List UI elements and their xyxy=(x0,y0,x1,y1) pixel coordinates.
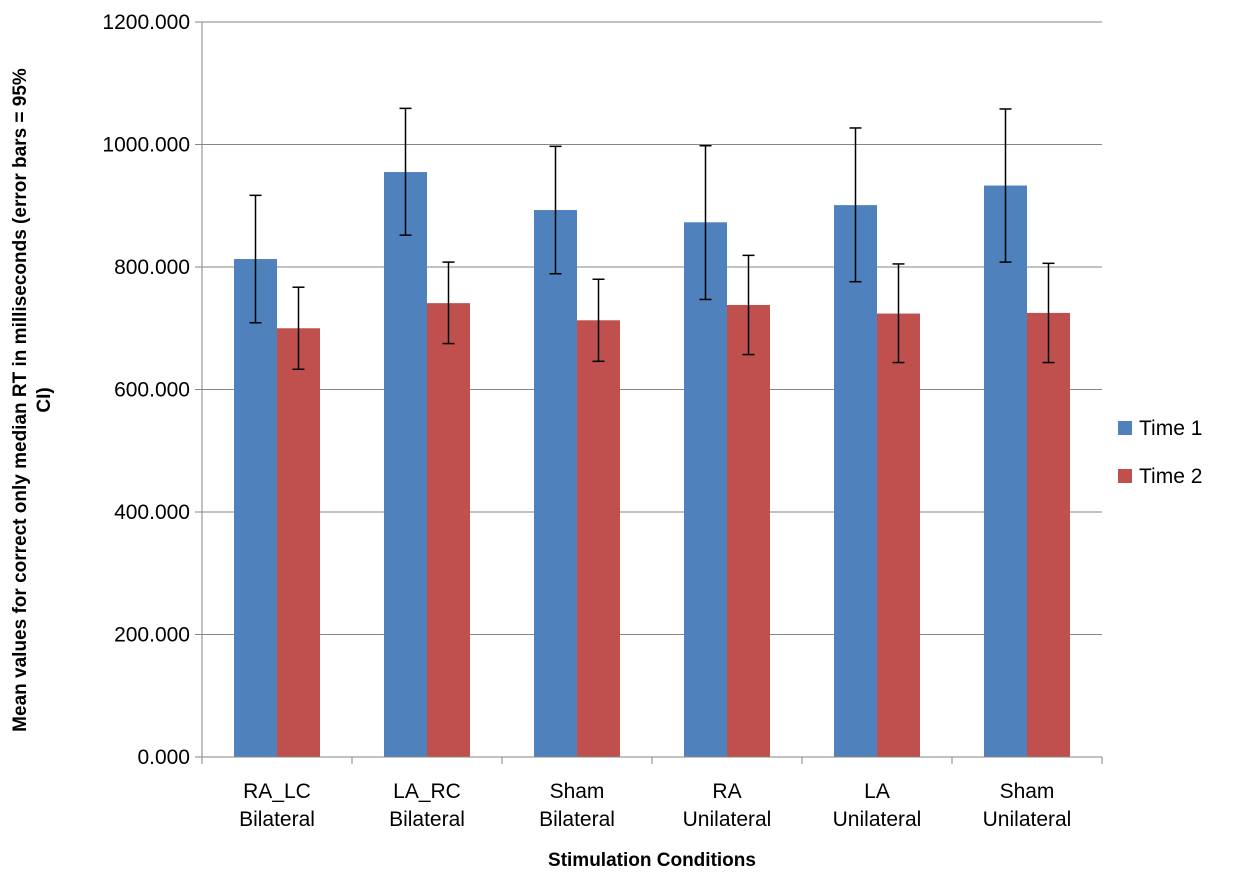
x-category-label-line: LA_RC xyxy=(393,780,461,803)
x-category-label: RA Unilateral xyxy=(683,780,772,831)
legend-swatch xyxy=(1118,469,1132,483)
x-category-label-line: Unilateral xyxy=(833,808,922,831)
y-axis-title: Mean values for correct only median RT i… xyxy=(10,68,55,732)
x-axis-title: Stimulation Conditions xyxy=(548,850,756,871)
bar xyxy=(984,185,1027,758)
y-tick-label: 200.000 xyxy=(114,624,190,647)
y-axis-title-line: Mean values for correct only median RT i… xyxy=(10,68,31,732)
x-category-label-line: RA xyxy=(712,780,741,803)
x-category-label-line: Bilateral xyxy=(239,808,315,831)
y-tick-label: 800.000 xyxy=(114,256,190,279)
bar xyxy=(834,205,877,757)
legend-label: Time 1 xyxy=(1139,417,1202,440)
bar xyxy=(684,222,727,758)
axes xyxy=(195,21,1103,764)
y-tick-label: 1000.000 xyxy=(102,134,190,157)
bar xyxy=(427,303,470,757)
bar xyxy=(277,328,320,757)
x-category-label-line: Unilateral xyxy=(983,808,1072,831)
x-category-label-line: Bilateral xyxy=(539,808,615,831)
x-category-label-line: Sham xyxy=(1000,780,1055,803)
x-category-label-line: LA xyxy=(864,780,890,803)
x-category-label-line: RA_LC xyxy=(243,780,311,803)
x-category-label: Sham Unilateral xyxy=(983,780,1072,831)
bar xyxy=(384,172,427,757)
y-tick-label: 1200.000 xyxy=(102,11,190,34)
x-category-label-line: Bilateral xyxy=(389,808,465,831)
y-tick-labels: 0.000 200.000 400.000 600.000 800.000 1000.00… xyxy=(102,11,190,769)
y-axis-title-line: CI) xyxy=(34,387,55,412)
bar xyxy=(877,313,920,757)
x-category-label: RA_LC Bilateral xyxy=(239,780,315,831)
bar xyxy=(727,304,770,757)
gridlines xyxy=(202,21,1102,635)
bar xyxy=(1027,312,1070,757)
y-tick-label: 0.000 xyxy=(137,746,190,769)
legend: Time 1 Time 2 xyxy=(1118,417,1202,488)
error-bars xyxy=(249,107,1055,371)
bars xyxy=(234,172,1070,758)
bar xyxy=(534,210,577,758)
x-category-label-line: Unilateral xyxy=(683,808,772,831)
legend-swatch xyxy=(1118,421,1132,435)
y-tick-label: 600.000 xyxy=(114,379,190,402)
x-category-label: LA Unilateral xyxy=(833,780,922,831)
x-category-label: Sham Bilateral xyxy=(539,780,615,831)
x-category-label-line: Sham xyxy=(550,780,605,803)
legend-label: Time 2 xyxy=(1139,465,1202,488)
x-category-label: LA_RC Bilateral xyxy=(389,780,465,831)
bar xyxy=(234,259,277,757)
y-tick-label: 400.000 xyxy=(114,501,190,524)
bar xyxy=(577,320,620,757)
x-category-labels: RA_LC Bilateral LA_RC Bilateral Sham Bilatera… xyxy=(239,780,1071,831)
